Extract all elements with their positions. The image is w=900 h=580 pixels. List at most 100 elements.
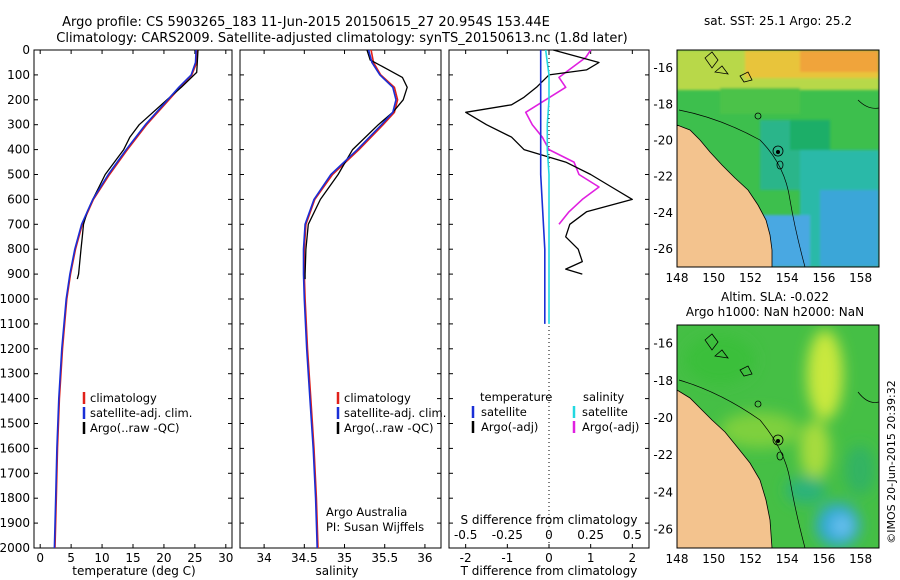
x-tick-label: -1: [501, 551, 513, 565]
salinity-climatology-line: [303, 49, 399, 549]
sst-map-field: [677, 50, 879, 267]
temperature-axis-label: temperature (deg C): [72, 564, 195, 578]
legend-label: satellite-adj. clim.: [90, 406, 192, 420]
map-y-tick-label: -26: [653, 522, 673, 536]
map-y-tick-label: -20: [653, 133, 673, 147]
sla-map-contour: [857, 391, 879, 403]
difference-legend: temperature salinity satellite Argo(-adj…: [471, 390, 639, 434]
temperature-argo-line: [76, 49, 199, 280]
map-x-tick-label: 154: [776, 552, 799, 566]
x-tick-label: 0: [545, 551, 553, 565]
sla-map-reef: [772, 434, 784, 446]
x-tick-label: 0: [36, 551, 44, 565]
sla-map-contour: [678, 379, 806, 548]
salinity-legend: climatology satellite-adj. clim. Argo(..…: [326, 391, 446, 534]
y-tick-label: 1600: [0, 441, 30, 455]
map-x-tick-label: 156: [812, 552, 835, 566]
map-y-tick-label: -22: [653, 170, 673, 184]
legend-label: satellite: [481, 405, 527, 419]
x2-tick-label: -0.25: [492, 528, 523, 542]
map-y-tick-label: -16: [653, 61, 673, 75]
map-x-tick-label: 158: [849, 552, 872, 566]
map-x-tick-label: 150: [702, 271, 725, 285]
map-y-tick-label: -18: [653, 374, 673, 388]
temperature-panel-frame: [33, 49, 233, 549]
x-tick-label: 36: [417, 551, 432, 565]
sst-map-reef: [754, 112, 762, 120]
x2-tick-label: 0.25: [577, 528, 604, 542]
map-x-tick-label: 152: [739, 552, 762, 566]
salinity-axis-label: salinity: [315, 564, 358, 578]
y-tick-label: 1500: [0, 417, 30, 431]
sst-map-islands: [704, 51, 753, 83]
y-tick-label: 300: [7, 118, 30, 132]
sst-map-title: sat. SST: 25.1 Argo: 25.2: [704, 14, 852, 28]
y-tick-label: 900: [7, 267, 30, 281]
imos-timestamp: ©IMOS 20-Jun-2015 20:39:32: [885, 380, 898, 544]
map-x-tick-label: 148: [666, 271, 689, 285]
s-difference-axis-label: S difference from climatology: [461, 513, 638, 527]
map-x-tick-label: 152: [739, 271, 762, 285]
salinity-argo-line: [304, 49, 408, 280]
sst-map: sat. SST: 25.1 Argo: 25.2: [676, 14, 880, 268]
legend-label: climatology: [90, 391, 157, 405]
x-tick-label: 2: [629, 551, 637, 565]
salinity-argo-difference-line: [524, 49, 600, 225]
y-tick-label: 1400: [0, 392, 30, 406]
y-tick-label: 1900: [0, 516, 30, 530]
map-x-tick-label: 158: [849, 271, 872, 285]
legend-label: satellite: [582, 405, 628, 419]
y-tick-label: 2000: [0, 541, 30, 555]
sla-map-reef: [754, 400, 762, 408]
temperature-satellite-line: [53, 49, 197, 549]
map-y-tick-label: -24: [653, 206, 673, 220]
map-y-tick-label: -16: [653, 337, 673, 351]
salinity-satellite-difference-line: [544, 49, 550, 324]
legend-label: Argo(..raw -QC): [90, 421, 180, 435]
header-line-2: Climatology: CARS2009. Satellite-adjuste…: [56, 31, 628, 46]
sla-map-reef: [776, 451, 784, 461]
credit-line-1: Argo Australia: [326, 505, 407, 519]
legend-label: satellite-adj. clim.: [344, 406, 446, 420]
temperature-climatology-line: [54, 49, 199, 549]
header-line-1: Argo profile: CS 5903265_183 11-Jun-2015…: [62, 15, 550, 30]
axes-layer: 0100200300400500600700800900100011001200…: [0, 43, 879, 566]
series-layer: [53, 49, 633, 549]
map-y-tick-label: -18: [653, 97, 673, 111]
map-x-tick-label: 148: [666, 552, 689, 566]
sst-map-reef: [776, 160, 784, 170]
sla-map-frame: [676, 324, 880, 549]
sst-map-coastline: [677, 124, 773, 267]
x-tick-label: -2: [460, 551, 472, 565]
sla-map-title-2: Argo h1000: NaN h2000: NaN: [686, 305, 864, 319]
y-tick-label: 100: [7, 68, 30, 82]
map-y-tick-label: -24: [653, 485, 673, 499]
x2-tick-label: 0.5: [623, 528, 642, 542]
y-tick-label: 1300: [0, 367, 30, 381]
legend-label: Argo(-adj): [582, 420, 639, 434]
y-tick-label: 1000: [0, 292, 30, 306]
legend-head-salinity: salinity: [583, 390, 624, 404]
salinity-panel-frame: [239, 49, 442, 549]
x-tick-label: 34: [256, 551, 271, 565]
legend-label: climatology: [344, 391, 411, 405]
x-tick-label: 30: [218, 551, 233, 565]
sla-map: Altim. SLA: -0.022 Argo h1000: NaN h2000…: [676, 290, 880, 549]
x2-tick-label: -0.5: [454, 528, 477, 542]
map-x-tick-label: 150: [702, 552, 725, 566]
map-x-tick-label: 154: [776, 271, 799, 285]
x-tick-label: 25: [187, 551, 202, 565]
sla-map-coastline: [677, 389, 773, 548]
sla-map-field: [685, 330, 875, 547]
sst-map-argo-position: [776, 150, 780, 154]
x-tick-label: 10: [94, 551, 109, 565]
map-x-tick-label: 156: [812, 271, 835, 285]
x-tick-label: 35: [337, 551, 352, 565]
x-tick-label: 35.5: [371, 551, 398, 565]
legend-head-temperature: temperature: [480, 390, 552, 404]
map-y-tick-label: -26: [653, 242, 673, 256]
y-tick-label: 1700: [0, 466, 30, 480]
legend-label: Argo(..raw -QC): [344, 421, 434, 435]
temperature-satellite-difference-line: [539, 50, 546, 324]
